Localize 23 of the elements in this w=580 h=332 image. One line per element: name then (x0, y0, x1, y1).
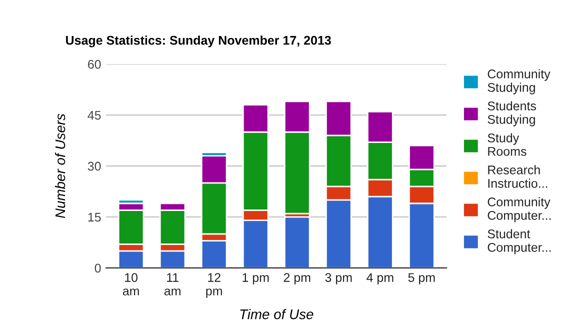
legend-label: Research Instructio... (488, 165, 548, 188)
x-tick-label: 2 pm (284, 273, 310, 284)
y-tick-label: 15 (88, 212, 101, 222)
x-tick-label: 11 am (164, 273, 180, 296)
y-axis-title: Number of Users (54, 114, 66, 218)
legend-label: Student Computer... (488, 229, 551, 254)
x-tick-label: 1 pm (242, 273, 269, 284)
legend-label: Community Studying (488, 69, 550, 94)
y-tick-label: 0 (94, 264, 101, 273)
legend-label: Students Studying (488, 101, 536, 126)
y-tick-label: 30 (88, 162, 101, 171)
x-tick-label: 12 pm (206, 273, 222, 298)
y-tick-label: 60 (88, 60, 101, 69)
y-tick-label: 45 (88, 110, 101, 120)
legend-label: Community Computer... (488, 197, 551, 222)
bar (284, 216, 310, 268)
chart-title: Usage Statistics: Sunday November 17, 2013 (66, 36, 331, 48)
x-tick-label: 10 am (122, 273, 139, 296)
legend-label: Study Rooms (488, 133, 526, 156)
x-tick-label: 4 pm (366, 273, 394, 284)
x-tick-label: 3 pm (325, 273, 352, 284)
x-axis-title: Time of Use (240, 309, 314, 320)
x-tick-label: 5 pm (408, 273, 435, 284)
